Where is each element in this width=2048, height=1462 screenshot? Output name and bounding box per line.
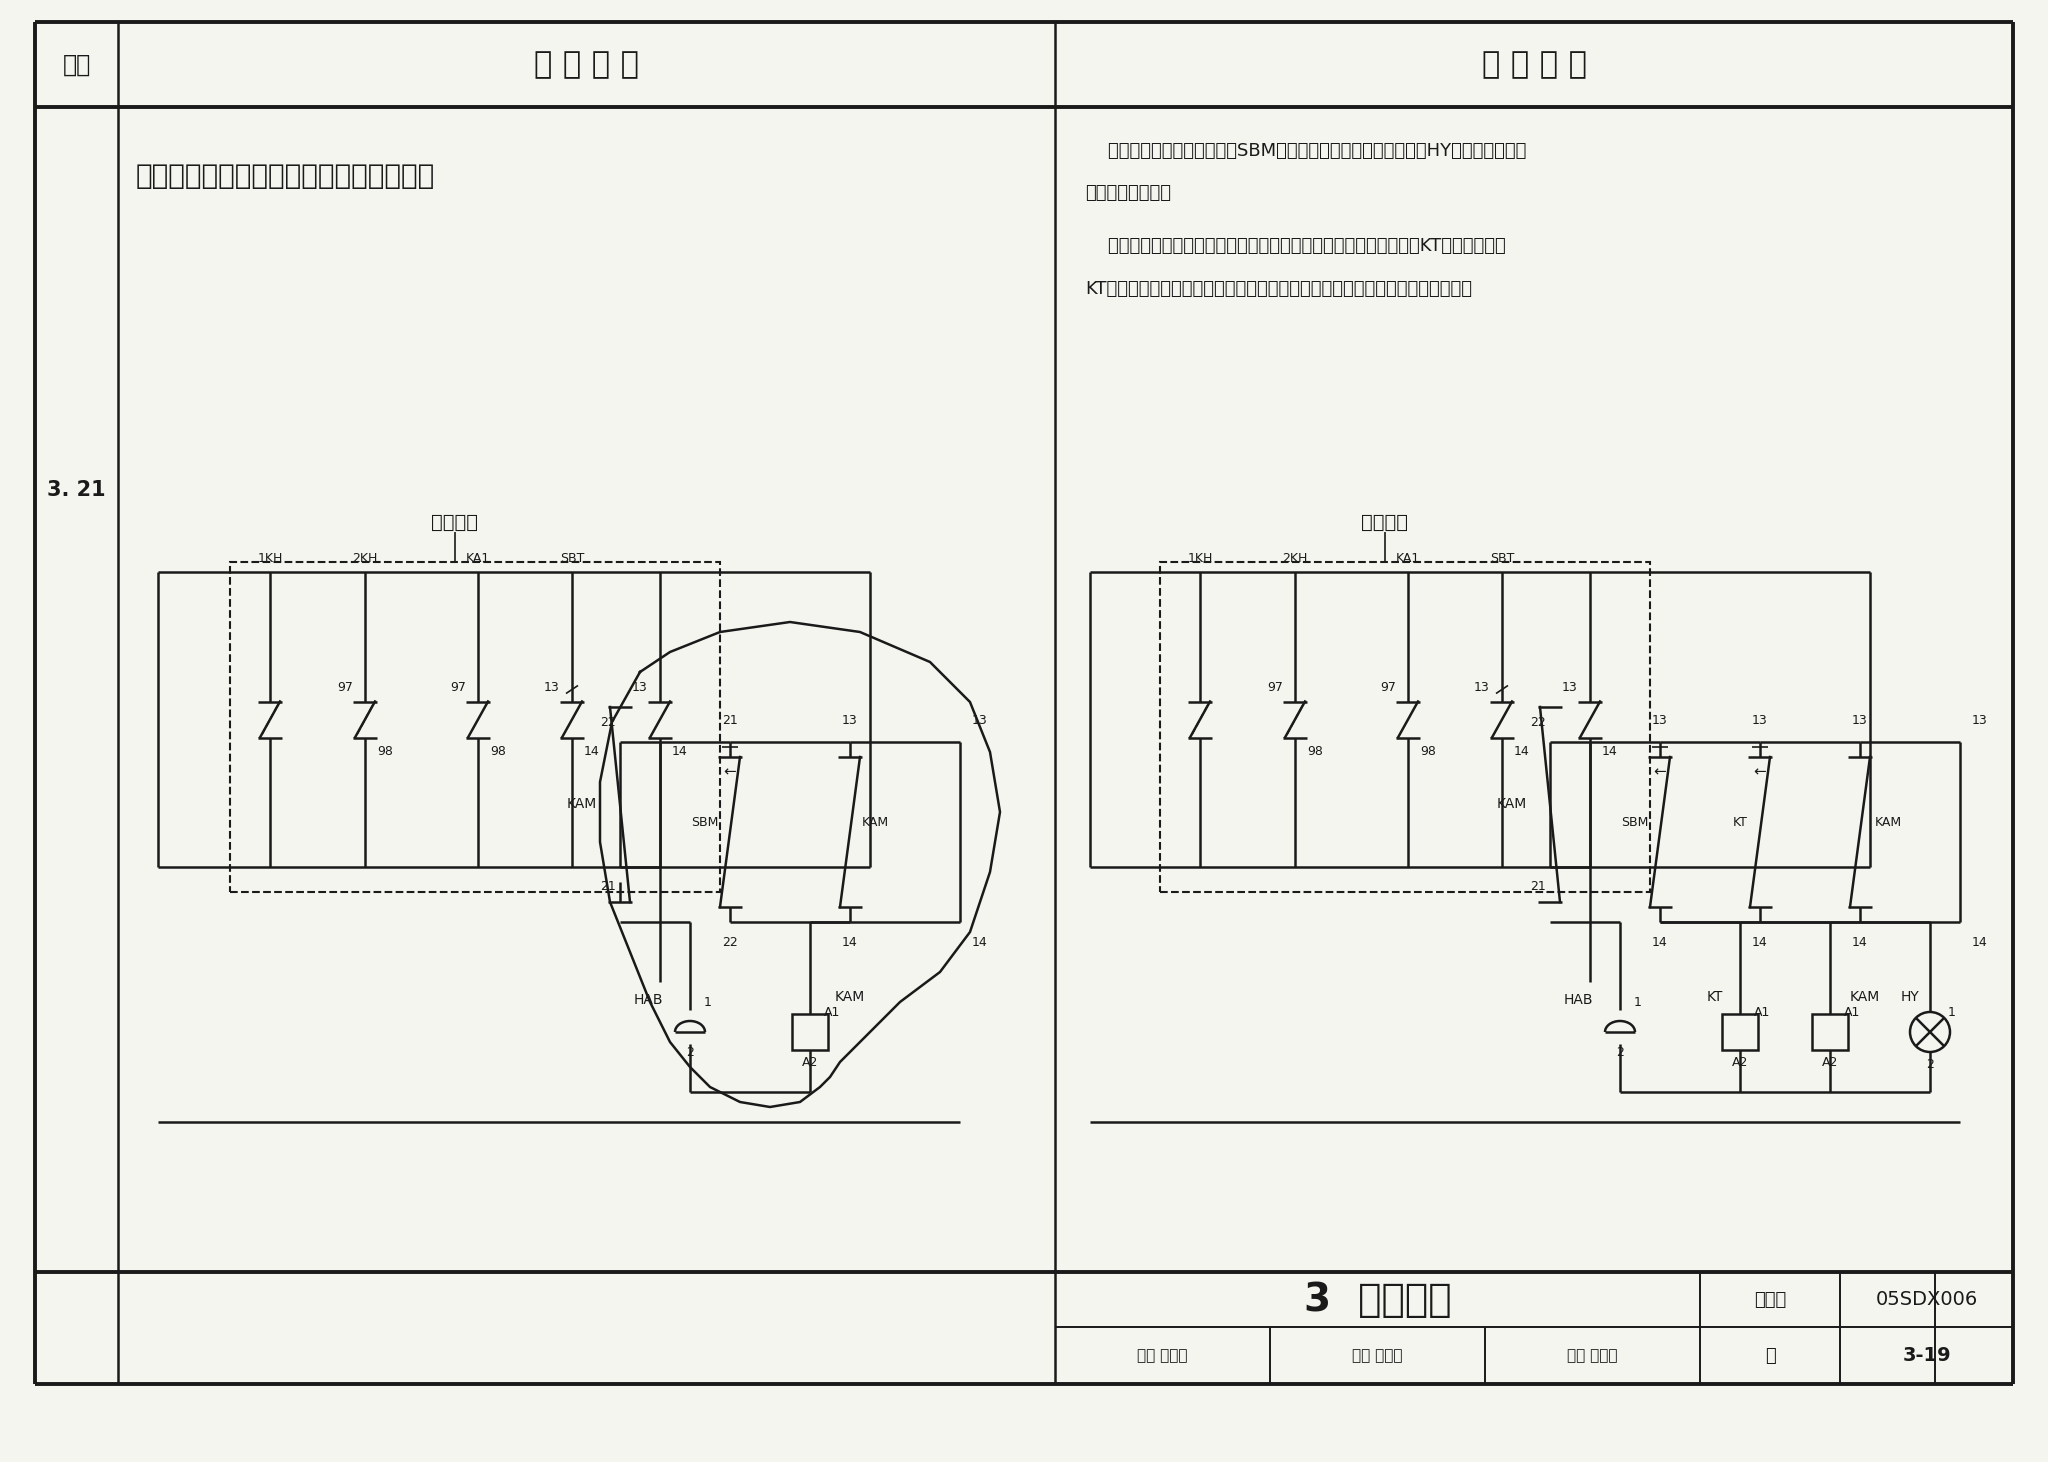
Text: KT: KT — [1733, 816, 1747, 829]
Text: 22: 22 — [1530, 715, 1546, 728]
Text: 14: 14 — [1513, 746, 1530, 757]
Text: SBM: SBM — [1622, 816, 1649, 829]
Text: 97: 97 — [1268, 681, 1282, 694]
Text: 13: 13 — [1851, 713, 1868, 727]
Text: KAM: KAM — [1497, 797, 1528, 811]
Text: 14: 14 — [1851, 936, 1868, 949]
Text: 1: 1 — [1948, 1006, 1956, 1019]
Text: 97: 97 — [1380, 681, 1397, 694]
Text: 21: 21 — [1530, 880, 1546, 893]
Text: 98: 98 — [1307, 746, 1323, 757]
Text: 05SDX006: 05SDX006 — [1876, 1289, 1978, 1308]
Text: SBT: SBT — [1489, 551, 1513, 564]
Text: 98: 98 — [377, 746, 393, 757]
Text: 3-19: 3-19 — [1903, 1347, 1952, 1366]
Text: ←: ← — [723, 765, 737, 779]
Text: HY: HY — [1901, 990, 1919, 1004]
Text: 2: 2 — [686, 1045, 694, 1058]
Text: 2KH: 2KH — [1282, 551, 1309, 564]
Bar — [229, 561, 721, 892]
Text: KT的延时时间小于电铃允许的工作时间，人工未采取消声时，可自动进行消声。: KT的延时时间小于电铃允许的工作时间，人工未采取消声时，可自动进行消声。 — [1085, 281, 1473, 298]
Text: 设计 刘屏周: 设计 刘屏周 — [1567, 1348, 1618, 1363]
Text: 14: 14 — [842, 936, 858, 949]
Text: 序号: 序号 — [61, 53, 90, 76]
Text: 22: 22 — [723, 936, 737, 949]
Bar — [1722, 1015, 1757, 1050]
Text: HAB: HAB — [633, 993, 664, 1007]
Text: HAB: HAB — [1563, 993, 1593, 1007]
Text: 页: 页 — [1765, 1347, 1776, 1364]
Text: 声响、灯光报警控制电路报警后不能消声: 声响、灯光报警控制电路报警后不能消声 — [135, 162, 436, 190]
Text: 1KH: 1KH — [258, 551, 283, 564]
Text: 14: 14 — [1972, 936, 1989, 949]
Text: KAM: KAM — [1874, 816, 1901, 829]
Text: 13: 13 — [633, 681, 647, 694]
Text: 1KH: 1KH — [1188, 551, 1212, 564]
Bar — [1159, 561, 1651, 892]
Text: KT: KT — [1706, 990, 1722, 1004]
Text: 1: 1 — [1634, 996, 1642, 1009]
Text: 报警接点: 报警接点 — [432, 513, 479, 532]
Text: 98: 98 — [1419, 746, 1436, 757]
Text: A2: A2 — [1823, 1056, 1839, 1069]
Bar — [1812, 1015, 1847, 1050]
Text: 3. 21: 3. 21 — [47, 480, 106, 500]
Text: SBM: SBM — [692, 816, 719, 829]
Text: 改 进 措 施: 改 进 措 施 — [1481, 50, 1587, 79]
Text: KAM: KAM — [836, 990, 864, 1004]
Text: 2: 2 — [1616, 1045, 1624, 1058]
Text: KAM: KAM — [567, 797, 598, 811]
Text: 13: 13 — [545, 681, 559, 694]
Text: 13: 13 — [1972, 713, 1989, 727]
Text: 因电铃是短期工作制，超过规定的时间会烧毁的。增加延时继电器KT，延时继电器: 因电铃是短期工作制，超过规定的时间会烧毁的。增加延时继电器KT，延时继电器 — [1085, 237, 1505, 254]
Text: A1: A1 — [1753, 1006, 1769, 1019]
Text: 14: 14 — [973, 936, 987, 949]
Bar — [793, 1015, 827, 1050]
Text: KAM: KAM — [1849, 990, 1880, 1004]
Text: KA1: KA1 — [465, 551, 489, 564]
Text: 13: 13 — [1653, 713, 1667, 727]
Text: A1: A1 — [1843, 1006, 1860, 1019]
Text: 2: 2 — [1925, 1057, 1933, 1070]
Text: 常 见 问 题: 常 见 问 题 — [535, 50, 639, 79]
Text: 声响报警后，按下消声按钮SBM，停止声响报警，而黄色信号灯HY保持点燃，直至: 声响报警后，按下消声按钮SBM，停止声响报警，而黄色信号灯HY保持点燃，直至 — [1085, 142, 1526, 159]
Text: 校对 李雪佩: 校对 李雪佩 — [1352, 1348, 1403, 1363]
Text: ←: ← — [1753, 765, 1765, 779]
Text: 1: 1 — [705, 996, 713, 1009]
Text: 22: 22 — [600, 715, 616, 728]
Text: A2: A2 — [1733, 1056, 1749, 1069]
Text: 14: 14 — [584, 746, 600, 757]
Text: 报警接点: 报警接点 — [1362, 513, 1409, 532]
Text: 97: 97 — [451, 681, 467, 694]
Text: 13: 13 — [842, 713, 858, 727]
Text: 21: 21 — [723, 713, 737, 727]
Text: 审核 孙成群: 审核 孙成群 — [1137, 1348, 1188, 1363]
Text: 报警消除后熄灭。: 报警消除后熄灭。 — [1085, 184, 1171, 202]
Text: 14: 14 — [672, 746, 688, 757]
Text: 13: 13 — [1475, 681, 1489, 694]
Text: KAM: KAM — [862, 816, 889, 829]
Text: 97: 97 — [338, 681, 352, 694]
Text: KA1: KA1 — [1397, 551, 1419, 564]
Text: 13: 13 — [1563, 681, 1577, 694]
Text: 14: 14 — [1653, 936, 1667, 949]
Text: 图集号: 图集号 — [1753, 1291, 1786, 1308]
Text: 3  低压配电: 3 低压配电 — [1305, 1281, 1452, 1319]
Text: 14: 14 — [1753, 936, 1767, 949]
Text: ←: ← — [1653, 765, 1667, 779]
Text: 98: 98 — [489, 746, 506, 757]
Text: 13: 13 — [1753, 713, 1767, 727]
Text: 21: 21 — [600, 880, 616, 893]
Text: 13: 13 — [973, 713, 987, 727]
Text: A2: A2 — [803, 1056, 819, 1069]
Text: 14: 14 — [1602, 746, 1618, 757]
Text: SBT: SBT — [559, 551, 584, 564]
Text: A1: A1 — [823, 1006, 840, 1019]
Text: 2KH: 2KH — [352, 551, 377, 564]
